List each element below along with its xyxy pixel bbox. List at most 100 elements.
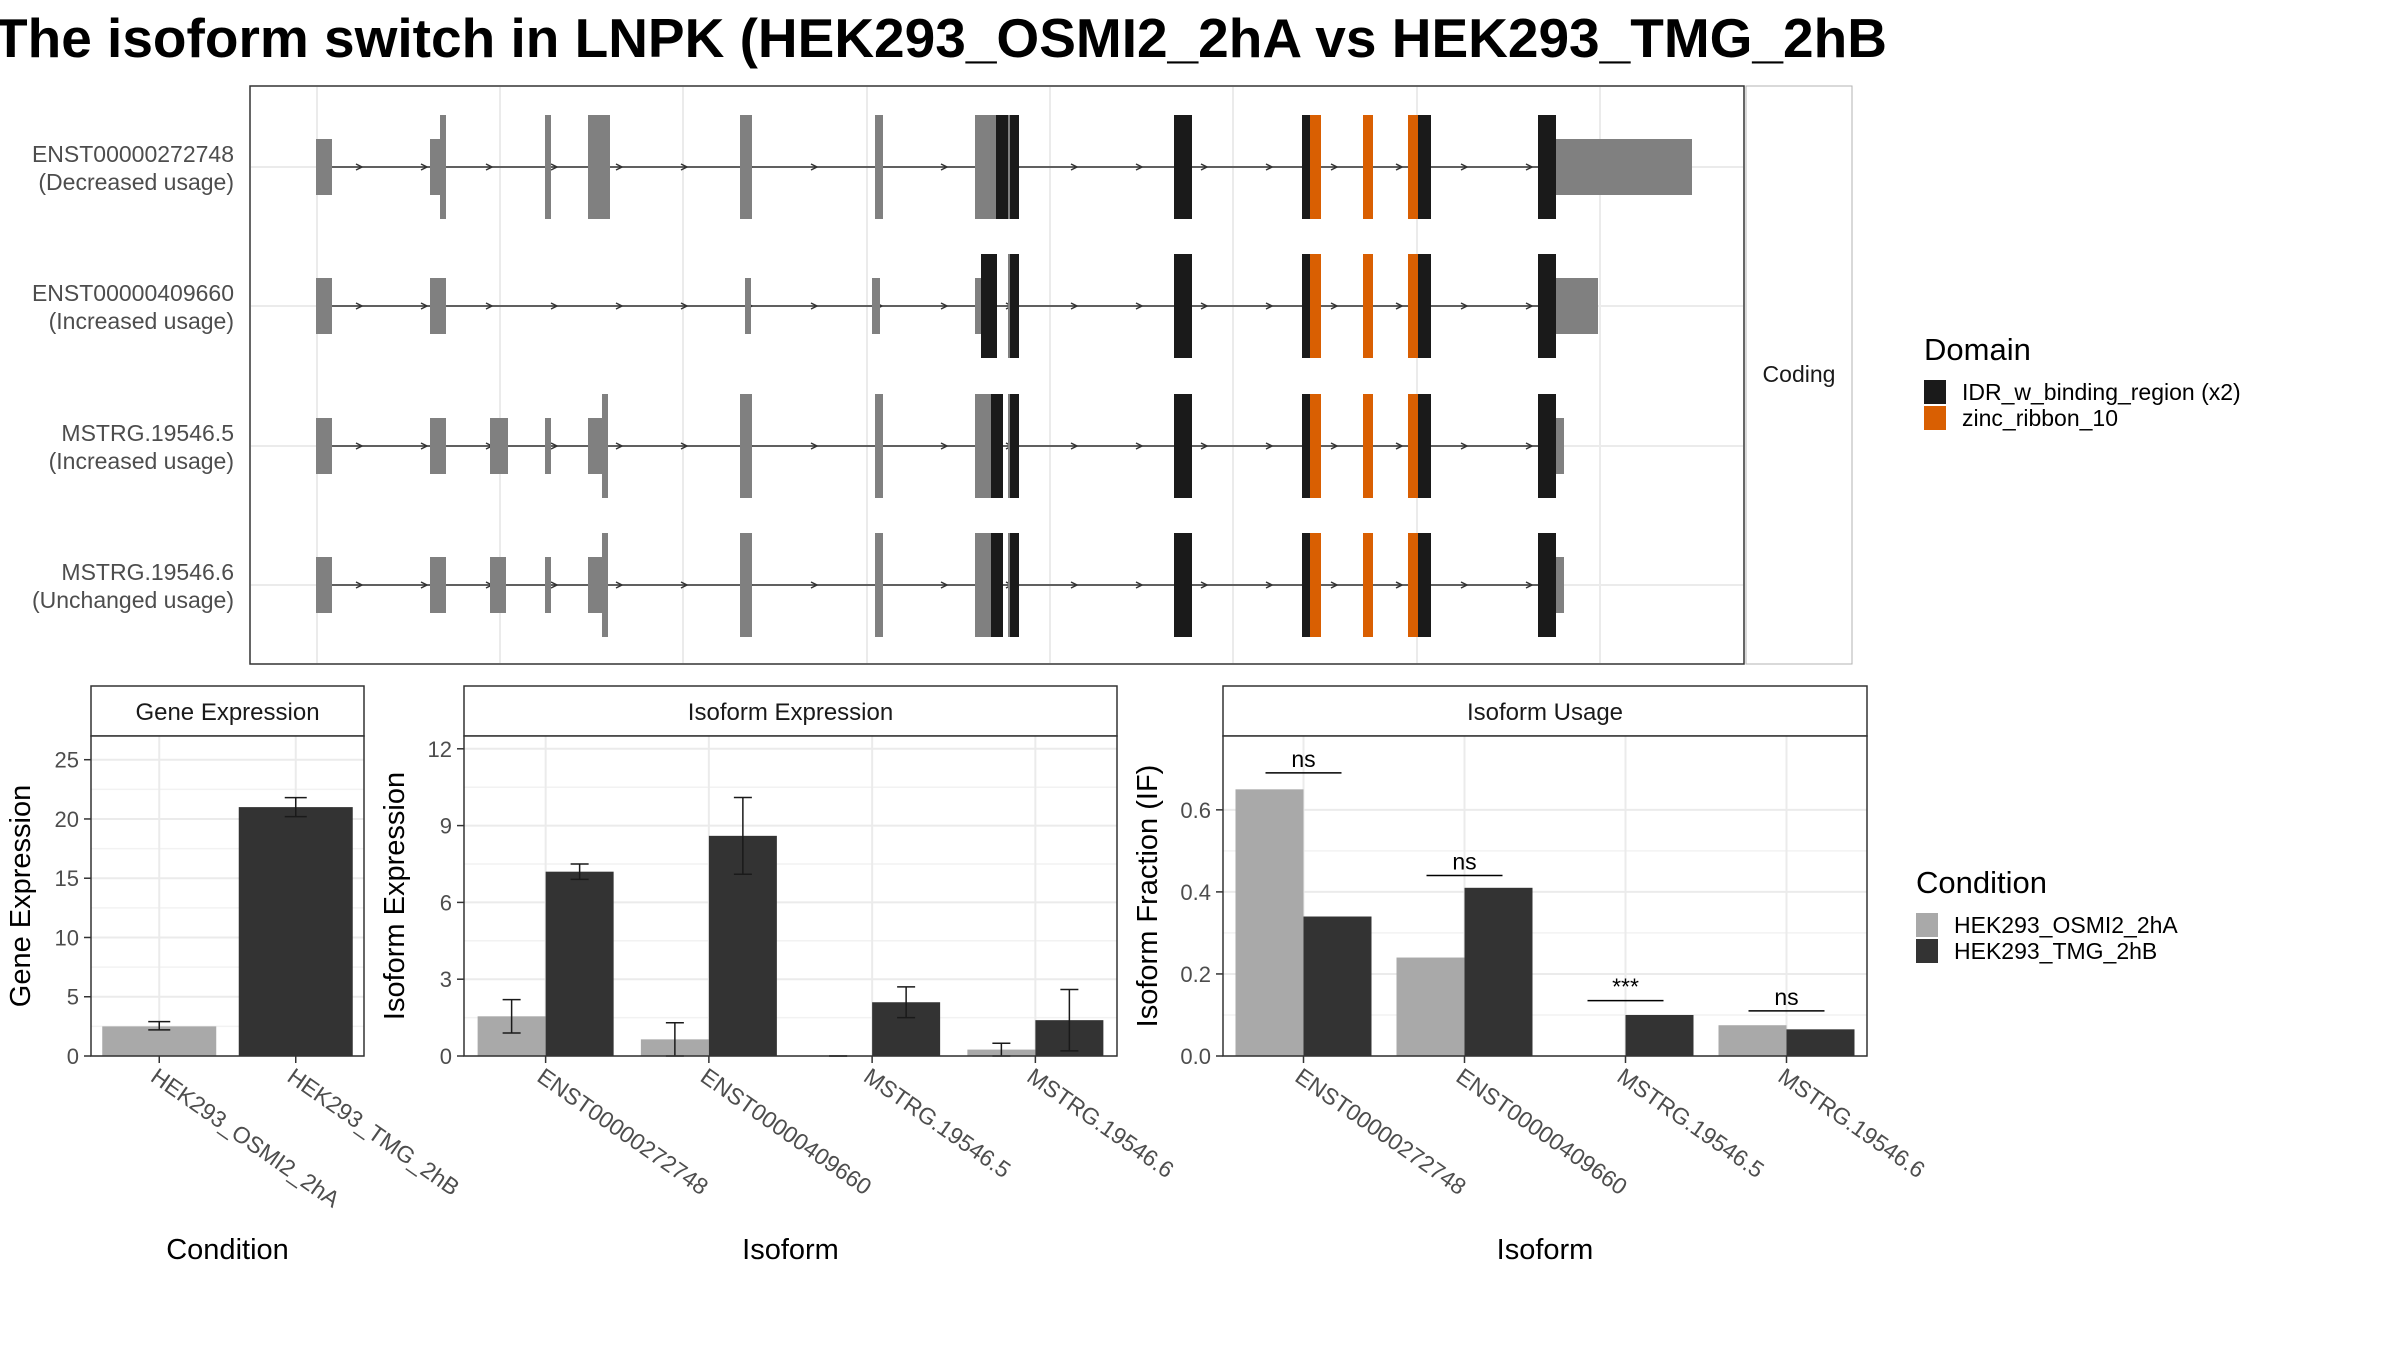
y-tick-label: 5 — [67, 985, 79, 1010]
exon-block — [875, 115, 883, 219]
zinc-ribbon-domain-exon — [1363, 254, 1373, 358]
intron-direction-arrow — [1135, 581, 1144, 589]
transcript-usage-label: (Unchanged usage) — [32, 587, 234, 613]
y-tick-label: 0.0 — [1180, 1044, 1211, 1069]
transcript-id-label: ENST00000272748 — [32, 141, 234, 167]
exon-block — [740, 533, 752, 637]
intron-direction-arrow — [1265, 163, 1274, 171]
intron-direction-arrow — [940, 581, 949, 589]
transcript-labels: ENST00000272748(Decreased usage) ENST0000… — [32, 141, 234, 613]
intron-direction-arrow — [1265, 442, 1274, 450]
coding-facet-strip — [1745, 85, 1853, 665]
intron-direction-arrow — [1200, 163, 1209, 171]
intron-direction-arrow — [1330, 163, 1339, 171]
exon-block — [975, 115, 997, 219]
x-tick-label: MSTRG.19546.5 — [859, 1063, 1015, 1183]
idr-domain-exon — [1174, 394, 1192, 498]
intron-direction-arrow — [615, 581, 624, 589]
plot-border — [1222, 735, 1868, 1057]
plot-border — [90, 735, 365, 1057]
idr-domain-exon — [1538, 115, 1556, 219]
strip-title: Isoform Usage — [1467, 699, 1623, 726]
exon-block — [1008, 115, 1010, 219]
idr-domain-exon — [1302, 533, 1310, 637]
intron-direction-arrow — [680, 302, 689, 310]
strip-title: Isoform Expression — [688, 699, 893, 726]
exon-block — [430, 557, 446, 613]
isoform-expression-chart: Isoform Expression 0 3 6 9 12 ENST00000272748E… — [379, 685, 1179, 1266]
exon-block — [316, 139, 332, 195]
exon-block — [602, 394, 608, 498]
coding-facet-label: Coding — [1763, 361, 1836, 387]
exon-block — [588, 418, 604, 474]
x-tick-label: ENST00000409660 — [696, 1063, 876, 1200]
y-tick-label: 20 — [55, 807, 79, 832]
intron-direction-arrow — [1135, 163, 1144, 171]
exon-block — [602, 533, 608, 637]
intron-direction-arrow — [810, 163, 819, 171]
strip-box — [1222, 685, 1868, 737]
exon-block — [875, 533, 883, 637]
exon-block — [1008, 394, 1010, 498]
y-tick-label: 9 — [440, 814, 452, 839]
intron-direction-arrow — [550, 163, 559, 171]
y-tick-label: 6 — [440, 890, 452, 915]
intron-direction-arrow — [1265, 581, 1274, 589]
x-tick-label: MSTRG.19546.5 — [1613, 1063, 1769, 1183]
bar-HEK293_TMG_2hB — [545, 871, 614, 1056]
exon-block — [430, 418, 446, 474]
idr-domain-exon — [1538, 394, 1556, 498]
intron-direction-arrow — [1200, 442, 1209, 450]
idr-domain-exon — [1418, 254, 1431, 358]
intron-direction-arrow — [1330, 442, 1339, 450]
exon-block — [875, 394, 883, 498]
exon-block — [545, 418, 551, 474]
transcript-id-label: MSTRG.19546.6 — [61, 559, 234, 585]
intron-direction-arrow — [485, 302, 494, 310]
y-tick-label: 3 — [440, 967, 452, 992]
plot-border — [463, 735, 1118, 1057]
y-axis-title: Gene Expression — [5, 785, 37, 1007]
intron-direction-arrow — [420, 581, 429, 589]
intron-direction-arrow — [1265, 302, 1274, 310]
idr-domain-exon — [1302, 115, 1310, 219]
exon-block — [316, 278, 332, 334]
legend-item-label: zinc_ribbon_10 — [1962, 405, 2118, 431]
exon-block — [430, 278, 446, 334]
exon-block — [740, 115, 752, 219]
domain-legend: Domain IDR_w_binding_region (x2)zinc_ribb… — [1924, 332, 2241, 431]
bar-HEK293_TMG_2hB — [1303, 916, 1372, 1056]
intron-direction-arrow — [1135, 302, 1144, 310]
y-tick-label: 15 — [55, 866, 79, 891]
intron-direction-arrow — [1525, 581, 1534, 589]
exon-block — [975, 278, 981, 334]
intron-direction-arrow — [680, 442, 689, 450]
intron-direction-arrow — [940, 442, 949, 450]
x-axis-title: Isoform — [742, 1234, 839, 1266]
idr-domain-exon — [1010, 254, 1019, 358]
intron-direction-arrow — [1395, 163, 1404, 171]
significance-label: *** — [1612, 974, 1639, 1000]
transcript-usage-label: (Increased usage) — [49, 308, 234, 334]
exon-block — [545, 115, 551, 219]
bar-HEK293_OSMI2_2hA — [102, 1026, 217, 1056]
intron-direction-arrow — [1460, 581, 1469, 589]
idr-domain-exon — [996, 115, 1008, 219]
strip-box — [90, 685, 365, 737]
intron-direction-arrow — [1460, 442, 1469, 450]
exon-block — [1556, 278, 1598, 334]
exon-block — [490, 418, 508, 474]
intron-direction-arrow — [680, 581, 689, 589]
transcript-track-1 — [316, 115, 1692, 219]
zinc-ribbon-domain-exon — [1310, 394, 1321, 498]
legend-item-label: IDR_w_binding_region (x2) — [1962, 379, 2241, 405]
intron-direction-arrow — [940, 302, 949, 310]
legend-title: Condition — [1916, 865, 2047, 900]
intron-direction-arrow — [1070, 442, 1079, 450]
intron-direction-arrow — [1525, 302, 1534, 310]
intron-direction-arrow — [420, 302, 429, 310]
x-tick-label: ENST00000272748 — [1291, 1063, 1471, 1200]
transcript-id-label: ENST00000409660 — [32, 280, 234, 306]
transcript-structure-panel: ENST00000272748(Decreased usage) ENST0000… — [32, 85, 1853, 665]
